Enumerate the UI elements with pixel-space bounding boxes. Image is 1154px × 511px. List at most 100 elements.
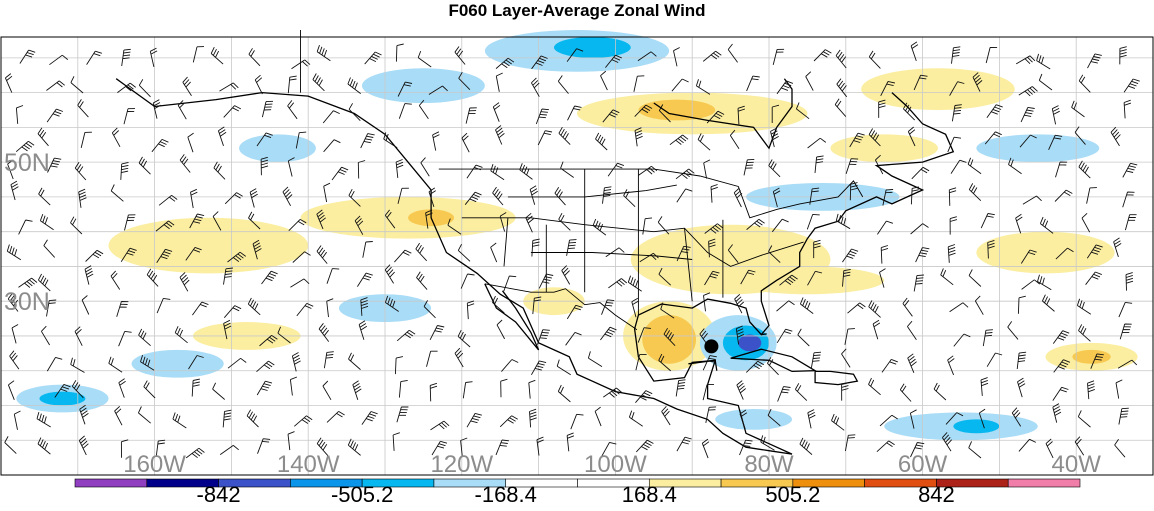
wind-barb [71, 380, 84, 399]
wind-barb [779, 274, 798, 286]
wind-barb [910, 186, 919, 205]
wind-barb [460, 437, 468, 457]
wind-barb [140, 354, 155, 371]
wind-barb [185, 246, 202, 261]
wind-barb [705, 406, 717, 423]
wind-barb [1115, 379, 1123, 399]
wind-barb [951, 46, 961, 64]
wind-barb [537, 130, 553, 146]
coastline-segment [484, 283, 540, 351]
wind-barb [633, 75, 645, 92]
wind-barb [603, 387, 623, 398]
wind-barb [986, 104, 1003, 118]
wind-barb [428, 187, 436, 208]
wind-barb [635, 390, 653, 403]
wind-barb [968, 441, 982, 459]
wind-barb [560, 161, 574, 178]
wind-barb [592, 218, 607, 236]
wind-barb [357, 272, 373, 287]
wind-barb [1048, 134, 1063, 150]
wind-barb [704, 270, 720, 286]
wind-barb [223, 267, 233, 285]
wind-barb [1041, 294, 1055, 312]
wind-barb [256, 360, 275, 373]
coastline-segment [633, 92, 955, 455]
wind-barb [428, 85, 448, 95]
wind-barb [212, 382, 225, 400]
wind-barb [249, 188, 258, 208]
wind-barb [708, 238, 716, 258]
wind-barb [10, 180, 19, 201]
lon-label-120w: 120W [430, 451, 493, 478]
wind-barb [296, 302, 314, 317]
wind-barb [182, 76, 192, 96]
wind-barb [1054, 189, 1073, 202]
wind-barb [1086, 244, 1103, 259]
wind-barb [46, 108, 64, 123]
wind-barb [702, 355, 717, 371]
wind-barb [601, 441, 617, 457]
wind-barb [795, 102, 810, 120]
wind-barb [595, 132, 608, 151]
wind-barb [978, 408, 986, 429]
wind-barb [877, 220, 894, 235]
wind-barb [600, 326, 617, 341]
wind-barb [454, 347, 464, 368]
wind-barb [847, 302, 866, 314]
wind-barb [19, 49, 36, 64]
wind-barb [602, 109, 620, 123]
wind-barb [910, 41, 919, 62]
wind-barb [660, 302, 675, 319]
wind-barb [1045, 438, 1054, 459]
wind-barb [288, 219, 307, 232]
colorbar-label: -842 [196, 482, 241, 507]
wind-barb [631, 297, 639, 318]
wind-barb [123, 108, 136, 125]
wind-barb [191, 378, 200, 397]
wind-barb [987, 239, 995, 259]
wind-barb [151, 138, 169, 153]
wind-barb [1123, 78, 1140, 93]
wind-barb [348, 103, 361, 122]
wind-barb [316, 245, 328, 264]
wind-barb [212, 211, 222, 231]
wind-barb [739, 439, 753, 456]
wind-shade-neg1 [976, 134, 1100, 163]
wind-barb [323, 351, 334, 369]
wind-barb [326, 411, 345, 423]
wind-barb [110, 184, 124, 202]
wind-barb [322, 380, 332, 401]
wind-barb [464, 191, 482, 205]
wind-barb [942, 432, 953, 452]
wind-barb [557, 384, 571, 403]
wind-barb [1077, 410, 1091, 428]
wind-barb [248, 211, 261, 230]
wind-barb [607, 162, 625, 177]
lon-label-160w: 160W [123, 451, 186, 478]
border-segment [438, 168, 864, 219]
wind-barb [398, 379, 408, 398]
wind-barb [776, 300, 795, 312]
wind-barb [423, 300, 436, 319]
wind-barb [658, 353, 671, 372]
wind-barb [396, 406, 409, 423]
wind-barb [4, 73, 13, 93]
wind-barb [739, 409, 748, 430]
wind-barb [316, 209, 326, 230]
wind-barb [695, 79, 711, 95]
wind-barb [287, 157, 295, 177]
wind-barb [528, 379, 536, 399]
wind-barb [384, 209, 396, 229]
wind-barb [396, 329, 416, 342]
wind-barb [1074, 436, 1085, 456]
wind-barb [287, 75, 297, 94]
wind-barb [834, 98, 847, 117]
wind-barb [1052, 386, 1069, 401]
wind-barb [492, 186, 504, 206]
wind-barb [637, 327, 651, 343]
wind-barb [1052, 403, 1062, 423]
wind-barb [185, 447, 205, 459]
wind-barb [496, 319, 505, 340]
wind-barb [156, 297, 171, 314]
wind-barb [495, 125, 505, 145]
